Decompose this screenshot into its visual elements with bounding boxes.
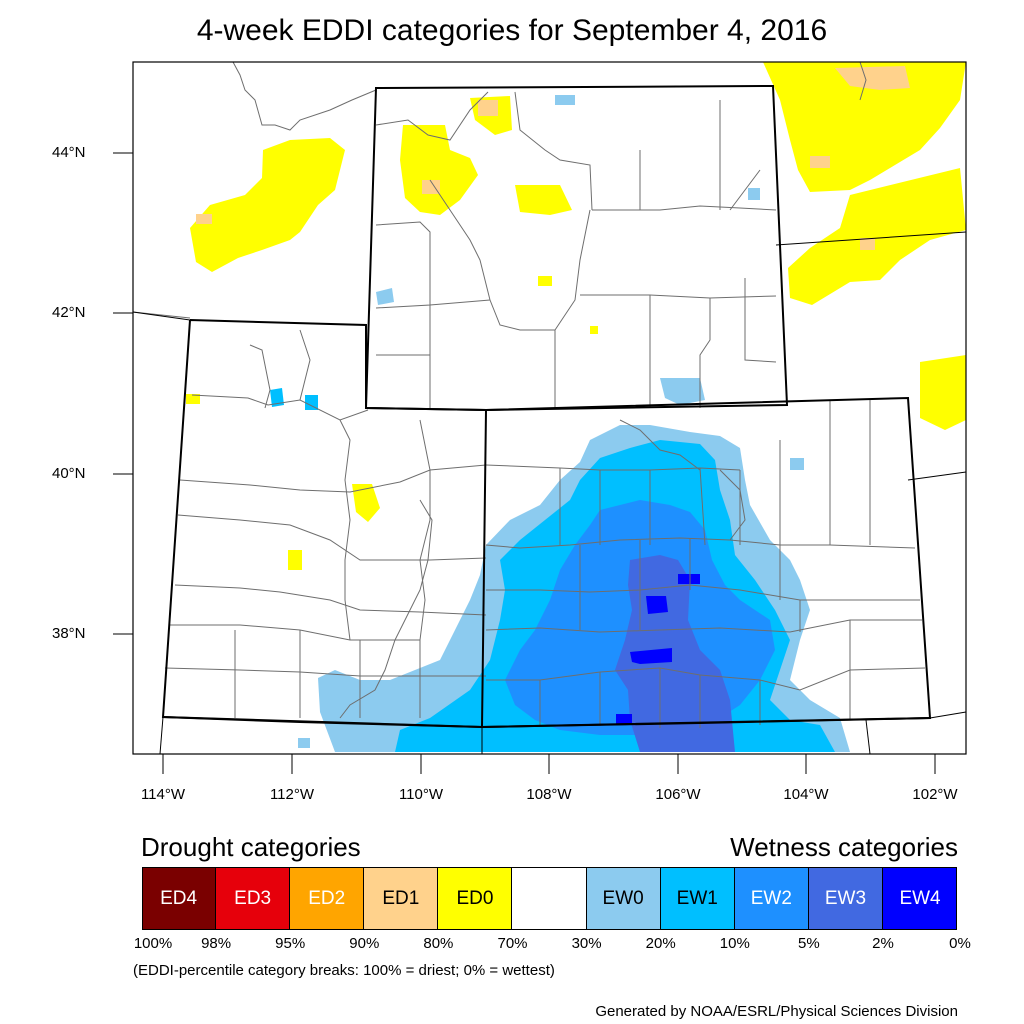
wetness-categories-heading: Wetness categories [730,832,958,862]
ed1-areas [196,66,910,250]
lat-label-42n: 42°N [52,304,86,321]
legend-box-ed1: ED1 [364,868,439,930]
legend-box-ew3: EW3 [808,868,883,930]
legend-break-label: 70% [497,935,528,952]
lon-label-108w: 108°W [526,786,572,803]
lon-label-110w: 110°W [398,786,444,803]
drought-categories-heading: Drought categories [141,832,361,862]
legend-break-label: 20% [645,935,676,952]
lat-label-44n: 44°N [52,144,86,161]
legend-box-ed2: ED2 [290,868,365,930]
legend-break-label: 100% [133,935,173,952]
legend-box-ew1: EW1 [660,868,735,930]
state-boundaries [132,84,967,755]
lon-label-106w: 106°W [655,786,701,803]
legend-break-label: 95% [275,935,306,952]
legend-break-label: 5% [798,935,820,952]
legend-break-label: 80% [423,935,454,952]
ew3-areas [615,555,735,752]
eddi-category-fills [186,62,966,752]
legend-box-ed0: ED0 [438,868,513,930]
legend-note: (EDDI-percentile category breaks: 100% =… [133,962,555,979]
lon-label-112w: 112°W [269,786,315,803]
credit-text: Generated by NOAA/ESRL/Physical Sciences… [595,1003,958,1020]
map-title: 4-week EDDI categories for September 4, … [196,14,828,47]
ew4-areas [616,574,700,724]
legend-box-ew2: EW2 [734,868,809,930]
lon-label-104w: 104°W [783,786,829,803]
eddi-map [113,61,967,774]
lat-label-40n: 40°N [52,465,86,482]
axis-ticks [113,152,936,774]
legend-break-label: 10% [719,935,750,952]
legend-break-label: 2% [872,935,894,952]
legend-box-ed4: ED4 [142,868,217,930]
legend-box-neutral [512,868,587,930]
legend-break-label: 0% [949,935,971,952]
legend-break-label: 98% [201,935,232,952]
lon-label-114w: 114°W [140,786,186,803]
legend-break-label: 90% [349,935,380,952]
legend-box-ew4: EW4 [883,868,958,930]
lat-label-38n: 38°N [52,625,86,642]
legend-box-ed3: ED3 [216,868,291,930]
lon-label-102w: 102°W [912,786,958,803]
legend-break-label: 30% [571,935,602,952]
legend-box-ew0: EW0 [586,868,661,930]
